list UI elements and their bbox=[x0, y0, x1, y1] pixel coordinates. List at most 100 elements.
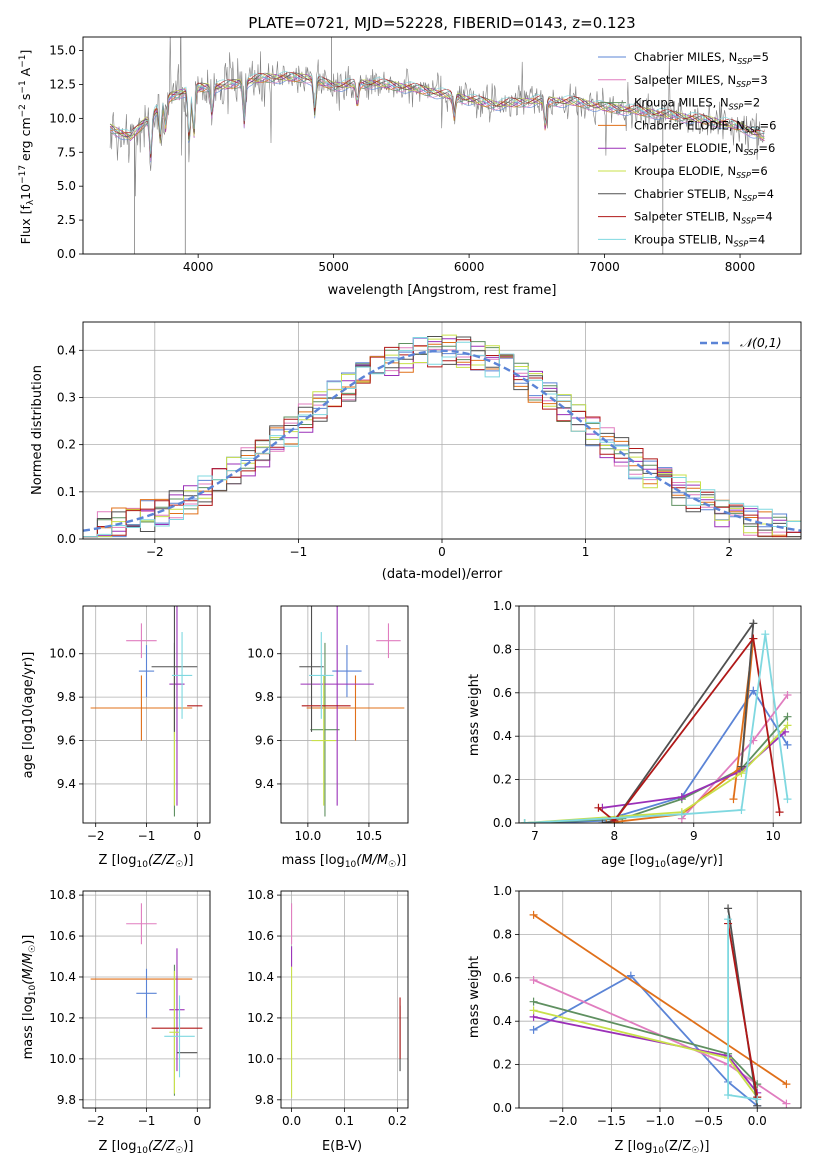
legend-subscript: SSP bbox=[737, 57, 752, 66]
weight-line-chabrier_stelib bbox=[602, 620, 755, 823]
y-tick-label: 0.0 bbox=[57, 532, 76, 546]
weight-marker-chabrier_stelib bbox=[737, 762, 746, 771]
x-tick-label: 10 bbox=[766, 829, 781, 843]
y-tick-label: 10.0 bbox=[49, 111, 76, 125]
spectrum-y-label: Flux [fλ10−17 erg cm−2 s−1 A−1] bbox=[18, 50, 36, 245]
z-weight-x-label: Z [log10(Z/Z☉)] bbox=[615, 1139, 710, 1156]
weight-marker-kroupa_stelib bbox=[761, 630, 770, 639]
axes-frame bbox=[518, 890, 802, 1109]
weight-marker-chabrier_elodie bbox=[529, 910, 538, 919]
y-tick-label: 7.5 bbox=[57, 145, 76, 159]
x-tick-label: 7000 bbox=[589, 260, 620, 274]
y-tick-label: 9.8 bbox=[57, 690, 76, 704]
weight-line-salpeter_stelib bbox=[597, 636, 781, 823]
age-weight-y-label: mass weight bbox=[467, 674, 482, 756]
legend-count: =6 bbox=[758, 141, 775, 155]
x-tick-label: 1 bbox=[582, 545, 590, 559]
ebv-mass-panel: 0.0 0.1 0.2 9.8 10.0 10.2 10.4 10.6 10.8 bbox=[247, 888, 409, 1128]
y-tick-label: 9.8 bbox=[255, 1093, 274, 1107]
legend-label: Salpeter STELIB, NSSP=4 bbox=[634, 210, 773, 226]
legend-label: Chabrier MILES, NSSP=5 bbox=[634, 50, 769, 66]
errorbar-series bbox=[299, 606, 405, 817]
legend-label: Kroupa STELIB, NSSP=4 bbox=[634, 232, 765, 248]
histogram-series bbox=[83, 334, 801, 539]
axes-frame bbox=[82, 605, 211, 824]
errorbar-series bbox=[90, 606, 203, 817]
y-tick-label: 0.6 bbox=[493, 686, 512, 700]
x-tick-label: 2 bbox=[725, 545, 733, 559]
weight-marker-kroupa_miles bbox=[783, 712, 792, 721]
axes-frame bbox=[82, 321, 802, 540]
weight-marker-salpeter_elodie bbox=[677, 792, 686, 801]
y-tick-label: 10.2 bbox=[247, 1011, 274, 1025]
weight-marker-salpeter_stelib bbox=[775, 808, 784, 817]
model-salpeter_stelib bbox=[109, 71, 765, 158]
legend-subscript: SSP bbox=[742, 194, 757, 203]
y-tick-label: 0.2 bbox=[493, 773, 512, 787]
weight-marker-chabrier_stelib bbox=[724, 904, 733, 913]
x-tick-label: −1 bbox=[290, 545, 308, 559]
y-tick-label: 10.4 bbox=[49, 970, 76, 984]
weight-marker-kroupa_stelib bbox=[724, 1090, 733, 1099]
z-mass-x-label: Z [log10(Z/Z☉)] bbox=[99, 1139, 194, 1156]
weight-marker-kroupa_stelib bbox=[677, 810, 686, 819]
x-tick-label: 5000 bbox=[318, 260, 349, 274]
weight-marker-chabrier_miles bbox=[749, 686, 758, 695]
legend-name: Chabrier MILES, N bbox=[634, 50, 737, 64]
weight-marker-salpeter_miles bbox=[782, 1099, 791, 1108]
residual-panel: −2 −1 0 1 2 0.0 0.1 0.2 0.3 0.4 𝒩(0,1) bbox=[57, 321, 802, 559]
residual-x-label: (data-model)/error bbox=[382, 567, 503, 582]
model-chabrier_stelib bbox=[109, 72, 765, 158]
y-tick-label: 10.6 bbox=[49, 929, 76, 943]
legend-name: Salpeter ELODIE, N bbox=[634, 141, 744, 155]
y-tick-label: 9.8 bbox=[255, 690, 274, 704]
residual-y-label: Normed distribution bbox=[30, 365, 45, 495]
x-tick-label: −2 bbox=[87, 829, 105, 843]
y-tick-label: 9.4 bbox=[255, 777, 274, 791]
spectrum-title: PLATE=0721, MJD=52228, FIBERID=0143, z=0… bbox=[248, 14, 635, 32]
weight-marker-kroupa_elodie bbox=[783, 721, 792, 730]
y-tick-label: 0.3 bbox=[57, 390, 76, 404]
weight-marker-salpeter_stelib bbox=[749, 634, 758, 643]
legend-name: Salpeter STELIB, N bbox=[634, 210, 741, 224]
legend-subscript: SSP bbox=[729, 103, 744, 112]
x-tick-label: 4000 bbox=[183, 260, 214, 274]
x-tick-label: 0 bbox=[193, 829, 201, 843]
spectrum-series bbox=[109, 37, 765, 254]
weight-line-chabrier_elodie bbox=[533, 914, 787, 1085]
ebv-mass-x-label: E(B-V) bbox=[322, 1139, 362, 1154]
y-tick-label: 10.0 bbox=[247, 647, 274, 661]
weight-marker-chabrier_elodie bbox=[729, 795, 738, 804]
weight-marker-kroupa_stelib bbox=[737, 805, 746, 814]
legend-label: Salpeter MILES, NSSP=3 bbox=[634, 73, 768, 89]
x-tick-label: 7 bbox=[531, 829, 539, 843]
weight-marker-chabrier_stelib bbox=[749, 619, 758, 628]
legend-subscript: SSP bbox=[734, 239, 749, 248]
model-kroupa_stelib bbox=[109, 71, 765, 155]
age-weight-panel: 7 8 9 10 0.0 0.2 0.4 0.6 0.8 1.0 bbox=[493, 599, 802, 843]
x-tick-label: −2 bbox=[146, 545, 164, 559]
legend-name: Salpeter MILES, N bbox=[634, 73, 736, 87]
weight-marker-kroupa_stelib bbox=[783, 795, 792, 804]
residual-legend: 𝒩(0,1) bbox=[700, 335, 782, 350]
legend-name: Kroupa STELIB, N bbox=[634, 232, 734, 246]
y-tick-label: 0.4 bbox=[493, 729, 512, 743]
weight-marker-salpeter_miles bbox=[783, 690, 792, 699]
model-kroupa_elodie bbox=[109, 73, 765, 156]
z-mass-panel: −2 −1 0 9.8 10.0 10.2 10.4 10.6 10.8 bbox=[49, 888, 211, 1128]
legend-label: Chabrier ELODIE, NSSP=6 bbox=[634, 118, 776, 134]
weight-marker-chabrier_elodie bbox=[782, 1080, 791, 1089]
y-tick-label: 10.0 bbox=[49, 647, 76, 661]
legend-name: Kroupa ELODIE, N bbox=[634, 164, 736, 178]
z-weight-panel: −2.0 −1.5 −1.0 −0.5 0.0 0.0 0.2 0.4 0.6 0.8 1.0 bbox=[493, 884, 802, 1128]
grid-lines bbox=[83, 606, 210, 823]
normal-curve bbox=[83, 349, 801, 532]
y-tick-label: 9.8 bbox=[57, 1093, 76, 1107]
legend-name: Chabrier ELODIE, N bbox=[634, 118, 745, 132]
y-tick-label: 10.0 bbox=[247, 1052, 274, 1066]
axes-frame bbox=[280, 605, 409, 824]
x-tick-label: 0 bbox=[193, 1114, 201, 1128]
y-tick-label: 0.8 bbox=[493, 927, 512, 941]
x-tick-label: 0.0 bbox=[282, 1114, 301, 1128]
legend-subscript: SSP bbox=[736, 171, 751, 180]
